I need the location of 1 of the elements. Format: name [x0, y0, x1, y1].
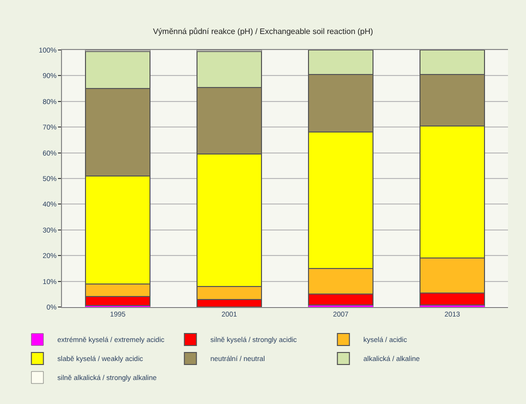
chart-title: Výměnná půdní reakce (pH) / Exchangeable soil reaction (pH): [152, 26, 374, 36]
